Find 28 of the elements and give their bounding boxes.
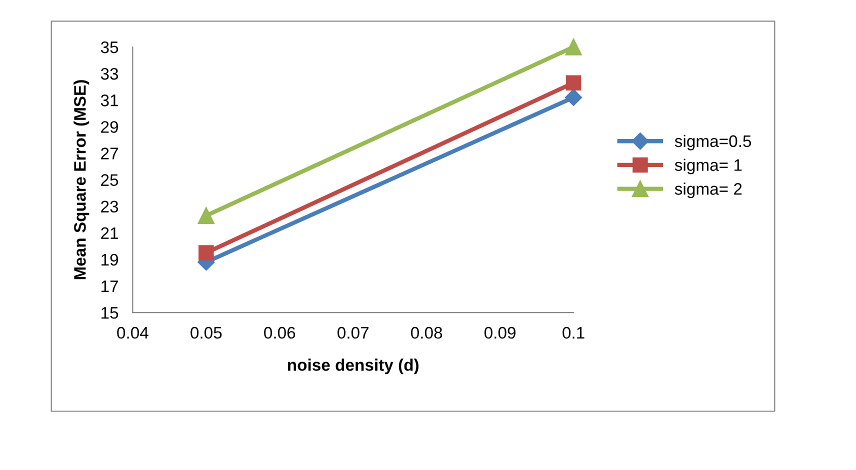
y-tick-label: 35 bbox=[100, 41, 118, 54]
legend-label: sigma= 2 bbox=[674, 182, 742, 198]
point bbox=[198, 245, 214, 260]
y-tick-label: 31 bbox=[100, 94, 118, 106]
y-tick-label: 25 bbox=[101, 174, 118, 186]
y-tick-label: 27 bbox=[101, 148, 118, 160]
legend-label: sigma= 1 bbox=[674, 158, 742, 174]
y-tick-label: 29 bbox=[101, 121, 118, 133]
y-axis-title: Mean Square Error (MSE) bbox=[74, 80, 90, 280]
y-tick-label: 19 bbox=[102, 254, 118, 266]
point bbox=[566, 75, 582, 90]
legend-label: sigma=0.5 bbox=[674, 134, 752, 150]
x-tick-label: 0.08 bbox=[411, 326, 442, 339]
x-tick-label: 0.1 bbox=[562, 326, 584, 339]
y-tick-label: 23 bbox=[101, 200, 118, 213]
point bbox=[198, 207, 214, 224]
x-tick-label: 0.05 bbox=[190, 326, 222, 339]
point bbox=[565, 38, 582, 56]
y-tick-label: 33 bbox=[100, 68, 118, 80]
x-tick-label: 0.06 bbox=[264, 326, 296, 339]
x-tick-label: 0.09 bbox=[484, 326, 516, 339]
x-tick-label: 0.04 bbox=[117, 326, 148, 339]
y-tick-label: 17 bbox=[102, 280, 118, 292]
y-tick-label: 15 bbox=[102, 307, 118, 319]
x-axis-title: noise density (d) bbox=[288, 358, 418, 374]
y-tick-label: 21 bbox=[101, 227, 118, 239]
point bbox=[564, 88, 582, 106]
x-tick-label: 0.07 bbox=[338, 326, 368, 339]
